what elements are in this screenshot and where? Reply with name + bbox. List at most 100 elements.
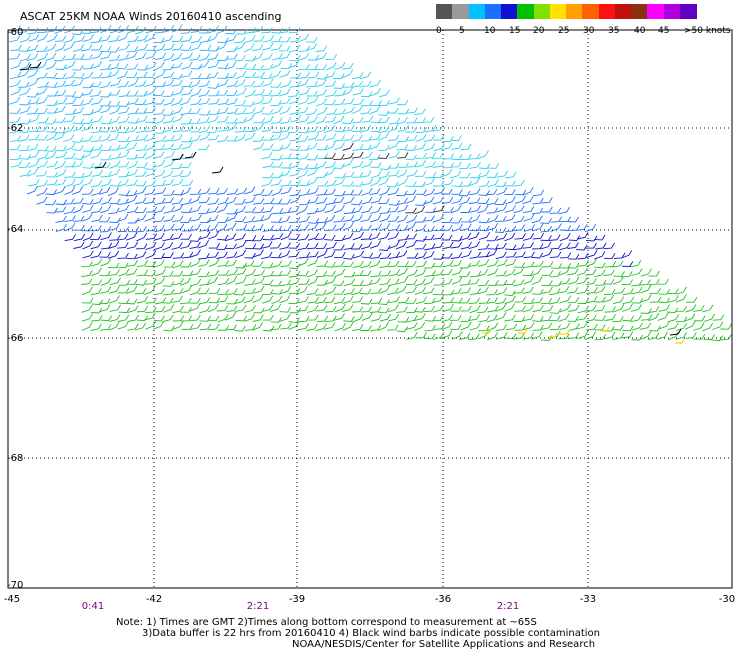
wind-barb xyxy=(343,243,355,251)
wind-barb xyxy=(252,243,264,250)
wind-barb xyxy=(109,144,121,151)
wind-barb xyxy=(126,168,138,177)
wind-barb xyxy=(378,177,390,186)
wind-barb xyxy=(81,97,93,106)
wind-barb xyxy=(189,223,201,232)
wind-barb xyxy=(234,205,246,214)
wind-barb xyxy=(55,145,67,152)
wind-barb xyxy=(252,314,264,323)
wind-barb xyxy=(226,268,238,277)
wind-barb xyxy=(486,222,499,231)
wind-barb xyxy=(81,213,93,222)
wind-barb xyxy=(648,332,660,341)
wind-barb xyxy=(72,204,84,214)
wind-barb xyxy=(171,43,184,51)
wind-barb xyxy=(181,284,193,294)
wind-barb xyxy=(612,276,624,285)
wind-barb-high xyxy=(518,328,528,334)
wind-barb xyxy=(136,43,148,52)
wind-barb xyxy=(504,314,516,322)
wind-barb xyxy=(351,205,363,214)
wind-barb xyxy=(279,169,291,178)
legend-swatch xyxy=(582,4,600,19)
wind-barb xyxy=(585,269,597,276)
wind-barb xyxy=(127,160,139,169)
wind-barb xyxy=(549,324,561,331)
legend-swatch xyxy=(468,4,486,19)
wind-barb xyxy=(685,304,697,313)
wind-barb xyxy=(81,170,93,178)
wind-barb xyxy=(397,316,410,323)
wind-barb xyxy=(72,99,84,106)
wind-barb xyxy=(567,262,580,269)
wind-barb xyxy=(360,325,372,331)
wind-barb xyxy=(154,52,167,61)
wind-barb xyxy=(217,125,229,132)
wind-barb xyxy=(163,261,176,268)
wind-barb xyxy=(541,261,554,268)
wind-barb xyxy=(171,52,183,62)
wind-barb xyxy=(144,197,156,205)
wind-barb xyxy=(208,108,221,115)
wind-barb xyxy=(423,251,435,260)
wind-barb xyxy=(261,279,274,286)
wind-barb xyxy=(342,62,354,70)
wind-barb xyxy=(90,307,103,314)
wind-barb xyxy=(18,127,31,133)
wind-barb xyxy=(604,288,616,295)
wind-barb xyxy=(307,257,319,267)
wind-barb xyxy=(693,322,705,331)
wind-barb xyxy=(594,315,606,321)
wind-barb xyxy=(179,187,191,196)
wind-barb xyxy=(180,118,193,125)
wind-barb xyxy=(26,185,38,195)
wind-barb xyxy=(622,296,635,305)
wind-barb xyxy=(324,276,336,285)
wind-barb xyxy=(370,287,382,294)
wind-barb xyxy=(10,61,22,70)
wind-barb xyxy=(108,250,120,259)
wind-barb xyxy=(36,160,48,169)
wind-barb xyxy=(415,296,427,305)
wind-barb xyxy=(405,134,418,141)
wind-barb xyxy=(441,224,453,231)
wind-barb xyxy=(406,169,418,178)
wind-barb xyxy=(414,181,426,187)
wind-barb xyxy=(361,187,373,196)
wind-barb xyxy=(432,315,444,322)
wind-barb xyxy=(181,251,194,259)
wind-barb xyxy=(189,205,202,213)
wind-barb xyxy=(342,158,354,168)
wind-barb xyxy=(154,69,166,79)
wind-barb xyxy=(198,208,210,215)
wind-barb xyxy=(460,216,473,223)
wind-barb xyxy=(460,180,472,187)
wind-barb xyxy=(441,234,453,241)
wind-barb xyxy=(343,253,355,260)
wind-barb xyxy=(469,172,482,179)
wind-barb xyxy=(9,35,21,43)
wind-barb xyxy=(216,305,229,312)
wind-barb xyxy=(586,235,598,242)
wind-barb xyxy=(289,134,302,142)
wind-barb xyxy=(145,250,157,259)
wind-barb xyxy=(325,315,337,323)
wind-barb xyxy=(181,52,193,60)
wind-barb xyxy=(289,169,301,177)
wind-barb xyxy=(559,262,572,269)
wind-barb xyxy=(217,217,229,224)
wind-barb xyxy=(693,315,706,322)
legend-label: 0 xyxy=(436,26,442,36)
wind-barb xyxy=(414,268,427,277)
wind-barb xyxy=(406,161,419,168)
wind-barb xyxy=(369,105,381,115)
wind-barb xyxy=(271,207,284,215)
wind-barb xyxy=(423,262,436,269)
wind-barb xyxy=(576,277,588,285)
wind-barb xyxy=(171,232,183,240)
wind-barb xyxy=(342,87,354,96)
wind-barb xyxy=(199,132,211,141)
wind-barb xyxy=(162,314,174,323)
wind-barb xyxy=(523,322,535,331)
wind-barb xyxy=(532,233,544,240)
